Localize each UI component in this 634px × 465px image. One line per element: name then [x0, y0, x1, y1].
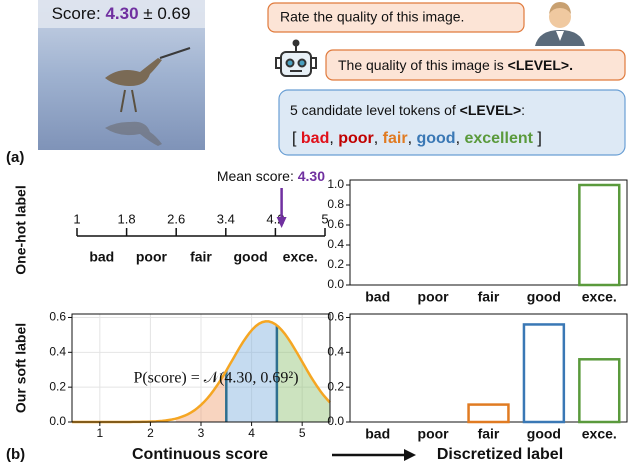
x-tick-label: 5: [299, 426, 306, 440]
response-box: [325, 49, 626, 81]
level-label: fair: [190, 249, 212, 265]
score-box: [38, 0, 205, 28]
score-mean: 4.30: [105, 4, 138, 23]
tick-label: 2.6: [167, 211, 185, 226]
region: [175, 370, 227, 422]
bar: [467, 403, 510, 424]
user-icon: [535, 2, 585, 46]
level-label: bad: [89, 249, 114, 265]
candidate-tokens: [ bad, poor, fair, good, excellent ]: [292, 130, 542, 147]
y-tick-label: 0.2: [327, 379, 344, 393]
region: [276, 325, 330, 422]
tick-label: 5: [321, 211, 328, 226]
y-tick-label: 0.8: [327, 197, 344, 211]
x-tick-label: 3: [198, 426, 205, 440]
y-tick-label: 0.0: [327, 277, 344, 291]
bracket: [: [292, 130, 301, 147]
plus-minus: ±: [139, 4, 158, 23]
x-tick-label: fair: [478, 289, 500, 305]
prompt-text: Rate the quality of this image.: [280, 9, 464, 25]
y-tick-label: 0.0: [327, 414, 344, 428]
y-tick-label: 0.6: [49, 310, 66, 324]
row-label: Our soft label: [13, 323, 29, 413]
separator: ,: [456, 130, 465, 147]
response-prefix: The quality of this image is: [338, 57, 508, 73]
y-tick-label: 0.4: [327, 344, 344, 358]
x-tick-label: bad: [365, 426, 390, 442]
candidates-token: <LEVEL>: [460, 102, 521, 118]
panel-label: (b): [6, 446, 25, 463]
x-caption: Discretized label: [437, 446, 563, 463]
prompt-box: [267, 2, 525, 33]
token: fair: [383, 130, 408, 147]
token: poor: [338, 130, 374, 147]
candidates-prefix: 5 candidate level tokens of: [290, 102, 460, 118]
bar: [578, 358, 621, 424]
x-tick-label: 4: [248, 426, 255, 440]
x-tick-label: 2: [147, 426, 154, 440]
token: good: [416, 130, 455, 147]
response-token: <LEVEL>.: [508, 57, 573, 73]
y-tick-label: 0.2: [49, 379, 66, 393]
bar: [578, 183, 621, 287]
response-text: The quality of this image is <LEVEL>.: [338, 57, 573, 73]
score-prefix: Score:: [52, 4, 106, 23]
x-tick-label: 1: [96, 426, 103, 440]
plot-frame: [349, 179, 628, 286]
x-caption: Continuous score: [132, 446, 268, 463]
x-tick-label: fair: [478, 426, 500, 442]
robot-icon: [275, 39, 317, 77]
x-tick-label: poor: [418, 289, 450, 305]
y-tick-label: 1.0: [327, 177, 344, 191]
bracket: ]: [533, 130, 542, 147]
candidates-suffix: :: [521, 102, 525, 118]
level-label: exce.: [283, 249, 318, 265]
mean-label-text: Mean score:: [217, 168, 298, 184]
x-tick-label: bad: [365, 289, 390, 305]
y-tick-label: 0.0: [49, 414, 66, 428]
mean-arrow-head: [276, 217, 287, 228]
separator: ,: [374, 130, 383, 147]
separator: ,: [408, 130, 417, 147]
tick-label: 1.8: [118, 211, 136, 226]
y-tick-label: 0.4: [49, 344, 66, 358]
candidates-title: 5 candidate level tokens of <LEVEL>:: [290, 102, 525, 118]
mean-label: Mean score: 4.30: [217, 168, 325, 184]
y-tick-label: 0.6: [327, 217, 344, 231]
x-tick-label: exce.: [582, 426, 617, 442]
bar: [522, 323, 566, 424]
x-tick-label: good: [527, 426, 561, 442]
y-tick-label: 0.2: [327, 257, 344, 271]
formula: P(score) = 𝒩(4.30, 0.69²): [133, 370, 298, 387]
panel-label: (a): [6, 149, 24, 166]
score-text: Score: 4.30 ± 0.69: [52, 4, 191, 23]
tick-label: 1: [73, 211, 80, 226]
x-tick-label: good: [527, 289, 561, 305]
x-tick-label: poor: [418, 426, 450, 442]
x-tick-label: exce.: [582, 289, 617, 305]
y-tick-label: 0.4: [327, 237, 344, 251]
token: bad: [301, 130, 329, 147]
score-std: 0.69: [157, 4, 190, 23]
token: excellent: [464, 130, 533, 147]
tick-label: 3.4: [217, 211, 235, 226]
separator: ,: [329, 130, 338, 147]
region: [226, 321, 277, 422]
level-label: poor: [136, 249, 168, 265]
row-label: One-hot label: [13, 185, 29, 274]
arrow-head: [404, 449, 416, 461]
y-tick-label: 0.6: [327, 310, 344, 324]
candidates-box: [278, 89, 626, 156]
mean-value: 4.30: [298, 168, 325, 184]
level-label: good: [233, 249, 267, 265]
